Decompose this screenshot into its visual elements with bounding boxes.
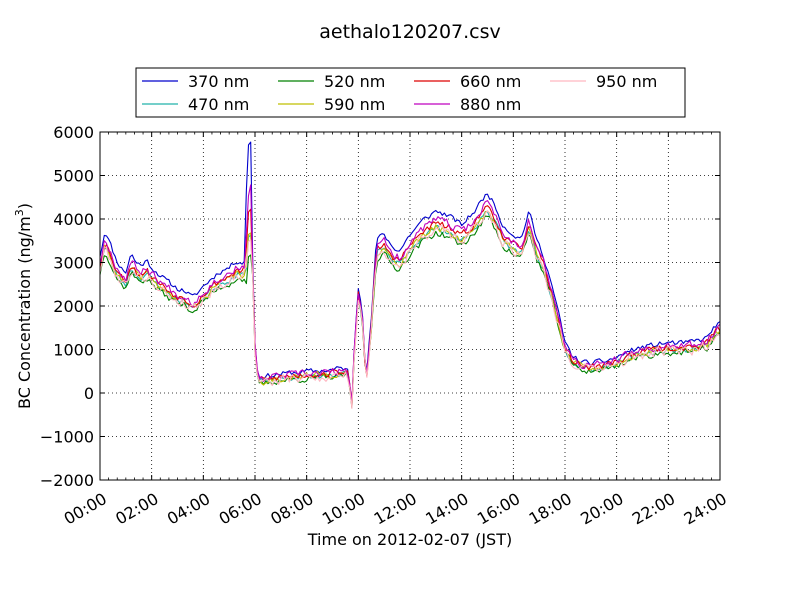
series-lines: [99, 141, 721, 409]
chart-title: aethalo120207.csv: [319, 21, 501, 43]
y-tick-label: 6000: [53, 123, 94, 142]
legend-label: 470 nm: [188, 95, 249, 114]
legend-label: 520 nm: [324, 72, 385, 91]
legend-box: [135, 67, 686, 118]
y-tick-label: 3000: [53, 254, 94, 273]
y-tick-label: 0: [84, 384, 94, 403]
series-line: [99, 210, 721, 409]
y-tick-label: 5000: [53, 167, 94, 186]
y-tick-labels: −2000 −1000 0 1000 2000 3000 4000 5000 6000: [40, 123, 94, 490]
y-axis-label: BC Concentration (ng/m3): [13, 203, 34, 409]
x-axis-label: Time on 2012-02-07 (JST): [307, 530, 512, 549]
legend-items: 370 nm 470 nm 520 nm 590 nm 660 nm 880 nm 950 …: [142, 72, 657, 114]
legend-label: 950 nm: [596, 72, 657, 91]
y-axis-label-main: BC Concentration (ng/m: [15, 216, 34, 409]
y-axis-label-superscript: 3: [13, 209, 26, 216]
y-tick-label: −2000: [40, 471, 94, 490]
y-tick-label: 4000: [53, 210, 94, 229]
legend-label: 880 nm: [460, 95, 521, 114]
legend-label: 660 nm: [460, 72, 521, 91]
y-tick-label: 1000: [53, 341, 94, 360]
y-tick-label: 2000: [53, 297, 94, 316]
y-axis-label-end: ): [15, 203, 34, 209]
axis-ticks: [99, 131, 721, 481]
legend: 370 nm 470 nm 520 nm 590 nm 660 nm 880 nm 950 …: [135, 67, 686, 118]
legend-label: 370 nm: [188, 72, 249, 91]
y-tick-label: −1000: [40, 428, 94, 447]
series-line: [99, 141, 721, 406]
legend-label: 590 nm: [324, 95, 385, 114]
grid: [100, 132, 720, 480]
series-line: [99, 184, 721, 403]
